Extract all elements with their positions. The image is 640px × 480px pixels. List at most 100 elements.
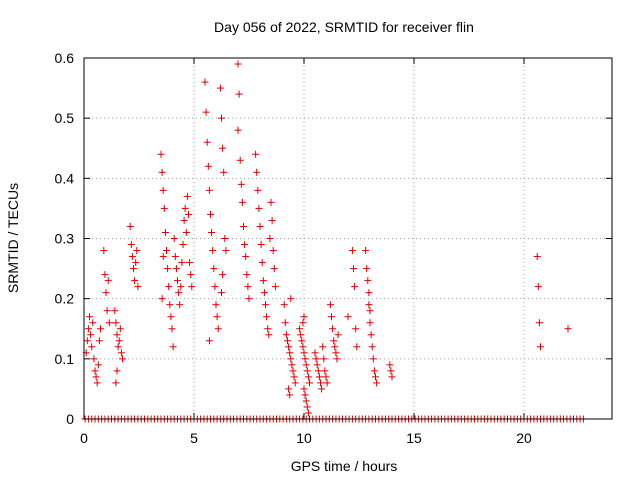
data-point [351,283,359,291]
data-point [164,265,172,273]
data-point [264,325,272,333]
data-point [267,198,275,206]
data-point [94,361,102,369]
data-point [299,343,307,351]
data-point [116,325,124,333]
data-point [303,367,311,375]
data-point [299,319,307,327]
data-point [259,277,267,285]
data-point [290,373,298,381]
data-point [91,367,99,375]
data-point [87,331,95,339]
data-point [219,271,227,279]
data-point [237,180,245,188]
data-point [300,313,308,321]
data-point [367,331,375,339]
data-point [219,144,227,152]
y-tick-label: 0.3 [55,231,75,247]
data-point [329,325,337,333]
data-point [328,313,335,321]
data-point [88,343,96,351]
data-point [302,397,310,405]
data-point [333,355,341,363]
data-point [286,391,294,399]
data-point [252,150,260,158]
data-point [235,90,243,98]
data-point [350,265,357,273]
data-point [242,253,250,261]
data-point [188,283,196,291]
data-point [388,373,396,381]
data-point [102,289,110,297]
data-point [365,301,373,309]
data-point [257,241,265,249]
data-point [131,277,139,285]
data-point [302,361,310,369]
data-point [207,210,214,218]
data-point [166,301,174,309]
data-point [171,253,179,261]
data-point [161,228,169,236]
data-point [266,235,274,242]
data-point [181,204,189,212]
data-point [170,235,178,242]
data-point [535,319,543,327]
data-point [243,271,251,279]
data-point [263,313,271,321]
data-point [281,319,289,327]
data-point [289,367,297,375]
data-point [304,409,312,417]
x-tick-label: 10 [296,430,312,446]
y-tick-label: 0.5 [55,110,75,126]
data-point [216,84,224,92]
x-tick-label: 0 [80,430,88,446]
data-point [182,228,190,236]
data-point [84,325,92,333]
data-point [321,367,329,375]
data-point [92,373,100,381]
data-point [168,325,176,333]
data-point [132,259,140,267]
data-point [353,343,361,351]
data-point [315,373,323,381]
data-point [332,349,340,357]
data-point [234,60,242,68]
data-point [112,319,120,327]
data-point [211,283,219,291]
data-point [220,168,228,176]
data-point [537,343,544,351]
data-point [169,343,177,351]
chart-title: Day 056 of 2022, SRMTID for receiver fli… [214,19,474,35]
data-point [100,247,108,255]
data-point [298,337,306,345]
data-point [172,265,180,273]
data-point [210,265,218,273]
data-point [93,379,101,387]
y-tick-label: 0 [66,411,74,427]
data-point [387,367,395,375]
data-point [117,349,125,357]
data-point [178,259,186,267]
data-point [234,126,242,134]
data-point [103,307,111,315]
data-point [286,349,294,357]
data-point [105,319,113,327]
data-point [287,295,295,303]
data-point [244,283,252,291]
data-point [304,373,312,381]
data-point [300,349,308,357]
data-point [111,307,119,315]
data-point [280,301,288,309]
data-point [323,379,331,387]
data-point [222,247,230,255]
data-point [265,331,273,339]
data-point [533,253,541,261]
data-point [101,271,109,279]
data-point [185,210,192,218]
data-point [320,355,328,363]
data-point [157,150,165,158]
data-point [301,355,309,363]
y-tick-label: 0.1 [55,351,75,367]
data-point [300,385,308,393]
data-point [313,361,321,369]
